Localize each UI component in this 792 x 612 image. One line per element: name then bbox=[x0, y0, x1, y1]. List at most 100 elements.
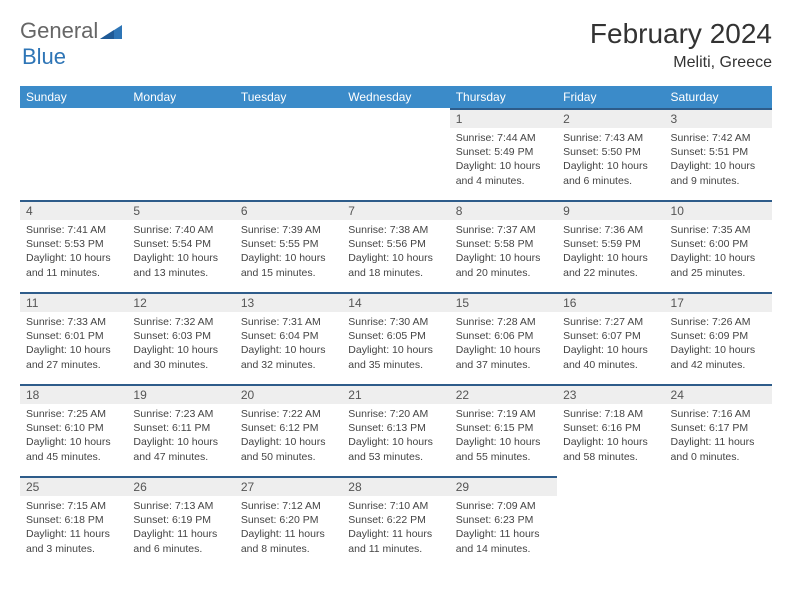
day-body: Sunrise: 7:18 AMSunset: 6:16 PMDaylight:… bbox=[557, 404, 664, 467]
day-body: Sunrise: 7:12 AMSunset: 6:20 PMDaylight:… bbox=[235, 496, 342, 559]
calendar-cell bbox=[665, 476, 772, 568]
day-number: 4 bbox=[20, 200, 127, 220]
day-number: 12 bbox=[127, 292, 234, 312]
day-number: 2 bbox=[557, 108, 664, 128]
calendar-row: 25Sunrise: 7:15 AMSunset: 6:18 PMDayligh… bbox=[20, 476, 772, 568]
calendar-cell: 15Sunrise: 7:28 AMSunset: 6:06 PMDayligh… bbox=[450, 292, 557, 384]
day-body: Sunrise: 7:38 AMSunset: 5:56 PMDaylight:… bbox=[342, 220, 449, 283]
calendar-cell: 18Sunrise: 7:25 AMSunset: 6:10 PMDayligh… bbox=[20, 384, 127, 476]
weekday-thu: Thursday bbox=[450, 86, 557, 108]
day-number: 26 bbox=[127, 476, 234, 496]
calendar-row: 11Sunrise: 7:33 AMSunset: 6:01 PMDayligh… bbox=[20, 292, 772, 384]
day-body: Sunrise: 7:26 AMSunset: 6:09 PMDaylight:… bbox=[665, 312, 772, 375]
day-number: 9 bbox=[557, 200, 664, 220]
day-number: 5 bbox=[127, 200, 234, 220]
day-body: Sunrise: 7:35 AMSunset: 6:00 PMDaylight:… bbox=[665, 220, 772, 283]
calendar-cell: 25Sunrise: 7:15 AMSunset: 6:18 PMDayligh… bbox=[20, 476, 127, 568]
calendar-cell: 9Sunrise: 7:36 AMSunset: 5:59 PMDaylight… bbox=[557, 200, 664, 292]
weekday-tue: Tuesday bbox=[235, 86, 342, 108]
calendar-cell: 26Sunrise: 7:13 AMSunset: 6:19 PMDayligh… bbox=[127, 476, 234, 568]
calendar-cell: 16Sunrise: 7:27 AMSunset: 6:07 PMDayligh… bbox=[557, 292, 664, 384]
calendar-cell: 5Sunrise: 7:40 AMSunset: 5:54 PMDaylight… bbox=[127, 200, 234, 292]
weekday-wed: Wednesday bbox=[342, 86, 449, 108]
title-block: February 2024 Meliti, Greece bbox=[590, 18, 772, 72]
calendar-cell: 1Sunrise: 7:44 AMSunset: 5:49 PMDaylight… bbox=[450, 108, 557, 200]
day-number: 16 bbox=[557, 292, 664, 312]
day-body: Sunrise: 7:20 AMSunset: 6:13 PMDaylight:… bbox=[342, 404, 449, 467]
day-body: Sunrise: 7:22 AMSunset: 6:12 PMDaylight:… bbox=[235, 404, 342, 467]
day-number: 25 bbox=[20, 476, 127, 496]
day-body: Sunrise: 7:42 AMSunset: 5:51 PMDaylight:… bbox=[665, 128, 772, 191]
day-body: Sunrise: 7:16 AMSunset: 6:17 PMDaylight:… bbox=[665, 404, 772, 467]
calendar-cell: 6Sunrise: 7:39 AMSunset: 5:55 PMDaylight… bbox=[235, 200, 342, 292]
header: General February 2024 Meliti, Greece bbox=[20, 18, 772, 72]
day-body: Sunrise: 7:09 AMSunset: 6:23 PMDaylight:… bbox=[450, 496, 557, 559]
day-body: Sunrise: 7:32 AMSunset: 6:03 PMDaylight:… bbox=[127, 312, 234, 375]
weekday-row: Sunday Monday Tuesday Wednesday Thursday… bbox=[20, 86, 772, 108]
day-number: 1 bbox=[450, 108, 557, 128]
day-body: Sunrise: 7:25 AMSunset: 6:10 PMDaylight:… bbox=[20, 404, 127, 467]
logo-text-blue: Blue bbox=[22, 44, 66, 69]
day-body: Sunrise: 7:44 AMSunset: 5:49 PMDaylight:… bbox=[450, 128, 557, 191]
day-number: 11 bbox=[20, 292, 127, 312]
day-number: 27 bbox=[235, 476, 342, 496]
day-body: Sunrise: 7:27 AMSunset: 6:07 PMDaylight:… bbox=[557, 312, 664, 375]
calendar-cell: 8Sunrise: 7:37 AMSunset: 5:58 PMDaylight… bbox=[450, 200, 557, 292]
day-number: 10 bbox=[665, 200, 772, 220]
day-body: Sunrise: 7:10 AMSunset: 6:22 PMDaylight:… bbox=[342, 496, 449, 559]
day-number: 23 bbox=[557, 384, 664, 404]
calendar-cell: 28Sunrise: 7:10 AMSunset: 6:22 PMDayligh… bbox=[342, 476, 449, 568]
calendar-cell bbox=[127, 108, 234, 200]
calendar-cell: 23Sunrise: 7:18 AMSunset: 6:16 PMDayligh… bbox=[557, 384, 664, 476]
location: Meliti, Greece bbox=[590, 54, 772, 72]
day-number: 28 bbox=[342, 476, 449, 496]
day-number: 14 bbox=[342, 292, 449, 312]
day-body: Sunrise: 7:37 AMSunset: 5:58 PMDaylight:… bbox=[450, 220, 557, 283]
calendar-cell bbox=[342, 108, 449, 200]
calendar-cell: 3Sunrise: 7:42 AMSunset: 5:51 PMDaylight… bbox=[665, 108, 772, 200]
day-body: Sunrise: 7:30 AMSunset: 6:05 PMDaylight:… bbox=[342, 312, 449, 375]
weekday-mon: Monday bbox=[127, 86, 234, 108]
day-body: Sunrise: 7:28 AMSunset: 6:06 PMDaylight:… bbox=[450, 312, 557, 375]
day-number: 22 bbox=[450, 384, 557, 404]
day-number: 18 bbox=[20, 384, 127, 404]
logo-text-general: General bbox=[20, 18, 98, 44]
day-number: 7 bbox=[342, 200, 449, 220]
calendar-cell: 24Sunrise: 7:16 AMSunset: 6:17 PMDayligh… bbox=[665, 384, 772, 476]
day-body: Sunrise: 7:36 AMSunset: 5:59 PMDaylight:… bbox=[557, 220, 664, 283]
day-body: Sunrise: 7:23 AMSunset: 6:11 PMDaylight:… bbox=[127, 404, 234, 467]
calendar-cell bbox=[235, 108, 342, 200]
day-number: 3 bbox=[665, 108, 772, 128]
day-number: 29 bbox=[450, 476, 557, 496]
calendar-row: 4Sunrise: 7:41 AMSunset: 5:53 PMDaylight… bbox=[20, 200, 772, 292]
calendar-cell: 19Sunrise: 7:23 AMSunset: 6:11 PMDayligh… bbox=[127, 384, 234, 476]
day-body: Sunrise: 7:39 AMSunset: 5:55 PMDaylight:… bbox=[235, 220, 342, 283]
calendar-cell: 27Sunrise: 7:12 AMSunset: 6:20 PMDayligh… bbox=[235, 476, 342, 568]
day-number: 8 bbox=[450, 200, 557, 220]
day-body: Sunrise: 7:33 AMSunset: 6:01 PMDaylight:… bbox=[20, 312, 127, 375]
logo-blue-wrap: Blue bbox=[22, 44, 66, 70]
day-number: 20 bbox=[235, 384, 342, 404]
day-body: Sunrise: 7:40 AMSunset: 5:54 PMDaylight:… bbox=[127, 220, 234, 283]
calendar-cell: 11Sunrise: 7:33 AMSunset: 6:01 PMDayligh… bbox=[20, 292, 127, 384]
weekday-fri: Friday bbox=[557, 86, 664, 108]
day-number: 21 bbox=[342, 384, 449, 404]
month-title: February 2024 bbox=[590, 18, 772, 50]
weekday-sun: Sunday bbox=[20, 86, 127, 108]
day-body: Sunrise: 7:13 AMSunset: 6:19 PMDaylight:… bbox=[127, 496, 234, 559]
day-number: 19 bbox=[127, 384, 234, 404]
calendar-cell: 14Sunrise: 7:30 AMSunset: 6:05 PMDayligh… bbox=[342, 292, 449, 384]
day-body: Sunrise: 7:19 AMSunset: 6:15 PMDaylight:… bbox=[450, 404, 557, 467]
calendar-cell: 13Sunrise: 7:31 AMSunset: 6:04 PMDayligh… bbox=[235, 292, 342, 384]
calendar-cell bbox=[20, 108, 127, 200]
calendar-cell: 17Sunrise: 7:26 AMSunset: 6:09 PMDayligh… bbox=[665, 292, 772, 384]
day-number: 15 bbox=[450, 292, 557, 312]
calendar-table: Sunday Monday Tuesday Wednesday Thursday… bbox=[20, 86, 772, 568]
day-number: 13 bbox=[235, 292, 342, 312]
calendar-cell: 2Sunrise: 7:43 AMSunset: 5:50 PMDaylight… bbox=[557, 108, 664, 200]
day-number: 17 bbox=[665, 292, 772, 312]
calendar-body: 1Sunrise: 7:44 AMSunset: 5:49 PMDaylight… bbox=[20, 108, 772, 568]
calendar-cell: 10Sunrise: 7:35 AMSunset: 6:00 PMDayligh… bbox=[665, 200, 772, 292]
calendar-cell: 20Sunrise: 7:22 AMSunset: 6:12 PMDayligh… bbox=[235, 384, 342, 476]
day-number: 6 bbox=[235, 200, 342, 220]
